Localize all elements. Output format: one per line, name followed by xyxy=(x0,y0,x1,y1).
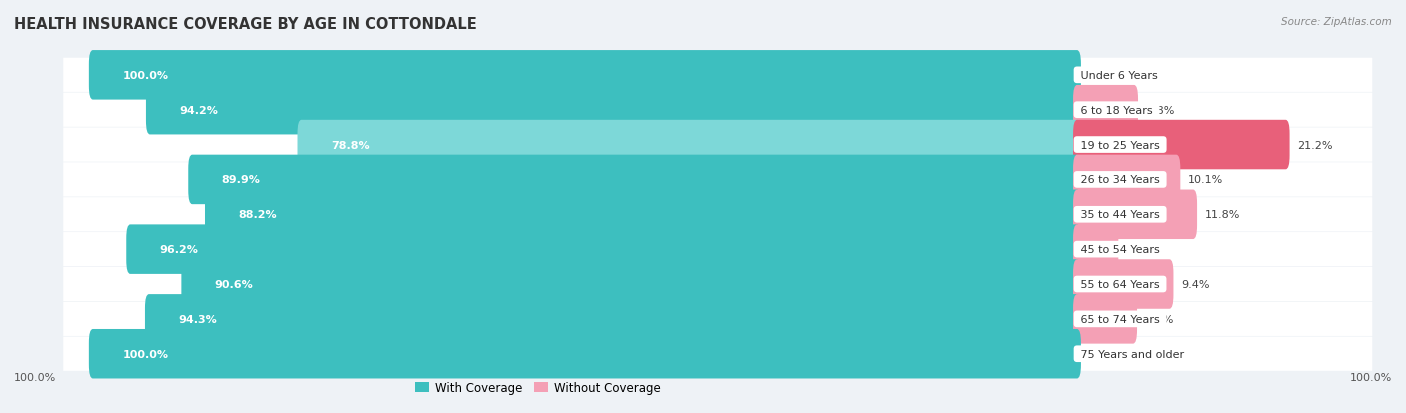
FancyBboxPatch shape xyxy=(89,51,1081,100)
Text: 100.0%: 100.0% xyxy=(14,373,56,382)
Text: 75 Years and older: 75 Years and older xyxy=(1077,349,1188,359)
Text: HEALTH INSURANCE COVERAGE BY AGE IN COTTONDALE: HEALTH INSURANCE COVERAGE BY AGE IN COTT… xyxy=(14,17,477,31)
Text: 100.0%: 100.0% xyxy=(122,349,169,359)
Text: 26 to 34 Years: 26 to 34 Years xyxy=(1077,175,1163,185)
Text: 45 to 54 Years: 45 to 54 Years xyxy=(1077,244,1163,254)
Text: 88.2%: 88.2% xyxy=(239,210,277,220)
FancyBboxPatch shape xyxy=(63,59,1372,93)
Text: 35 to 44 Years: 35 to 44 Years xyxy=(1077,210,1163,220)
FancyBboxPatch shape xyxy=(63,302,1372,336)
Text: 94.3%: 94.3% xyxy=(179,314,217,324)
Text: 10.1%: 10.1% xyxy=(1188,175,1223,185)
Text: 9.4%: 9.4% xyxy=(1181,279,1209,289)
Text: 55 to 64 Years: 55 to 64 Years xyxy=(1077,279,1163,289)
Text: 21.2%: 21.2% xyxy=(1298,140,1333,150)
Text: 5.8%: 5.8% xyxy=(1146,105,1174,115)
FancyBboxPatch shape xyxy=(63,128,1372,162)
Text: 65 to 74 Years: 65 to 74 Years xyxy=(1077,314,1163,324)
FancyBboxPatch shape xyxy=(127,225,1081,274)
FancyBboxPatch shape xyxy=(63,163,1372,197)
FancyBboxPatch shape xyxy=(298,121,1081,170)
FancyBboxPatch shape xyxy=(63,198,1372,232)
Text: 6 to 18 Years: 6 to 18 Years xyxy=(1077,105,1156,115)
Text: 94.2%: 94.2% xyxy=(180,105,218,115)
FancyBboxPatch shape xyxy=(1073,294,1137,344)
Legend: With Coverage, Without Coverage: With Coverage, Without Coverage xyxy=(415,381,661,394)
Text: Source: ZipAtlas.com: Source: ZipAtlas.com xyxy=(1281,17,1392,26)
FancyBboxPatch shape xyxy=(1073,260,1174,309)
Text: 100.0%: 100.0% xyxy=(122,71,169,81)
FancyBboxPatch shape xyxy=(145,294,1081,344)
Text: 100.0%: 100.0% xyxy=(1350,373,1392,382)
Text: 11.8%: 11.8% xyxy=(1205,210,1240,220)
Text: 96.2%: 96.2% xyxy=(160,244,198,254)
FancyBboxPatch shape xyxy=(63,233,1372,266)
FancyBboxPatch shape xyxy=(181,260,1081,309)
FancyBboxPatch shape xyxy=(89,329,1081,379)
Text: 89.9%: 89.9% xyxy=(222,175,260,185)
FancyBboxPatch shape xyxy=(63,267,1372,301)
FancyBboxPatch shape xyxy=(188,155,1081,205)
FancyBboxPatch shape xyxy=(1073,86,1137,135)
FancyBboxPatch shape xyxy=(1073,225,1118,274)
FancyBboxPatch shape xyxy=(1073,190,1197,240)
FancyBboxPatch shape xyxy=(146,86,1081,135)
Text: Under 6 Years: Under 6 Years xyxy=(1077,71,1161,81)
FancyBboxPatch shape xyxy=(1073,121,1289,170)
FancyBboxPatch shape xyxy=(1073,155,1181,205)
FancyBboxPatch shape xyxy=(63,93,1372,128)
Text: 19 to 25 Years: 19 to 25 Years xyxy=(1077,140,1163,150)
Text: 90.6%: 90.6% xyxy=(215,279,253,289)
FancyBboxPatch shape xyxy=(205,190,1081,240)
FancyBboxPatch shape xyxy=(63,337,1372,371)
Text: 3.8%: 3.8% xyxy=(1126,244,1154,254)
Text: 5.7%: 5.7% xyxy=(1144,314,1173,324)
Text: 78.8%: 78.8% xyxy=(330,140,370,150)
